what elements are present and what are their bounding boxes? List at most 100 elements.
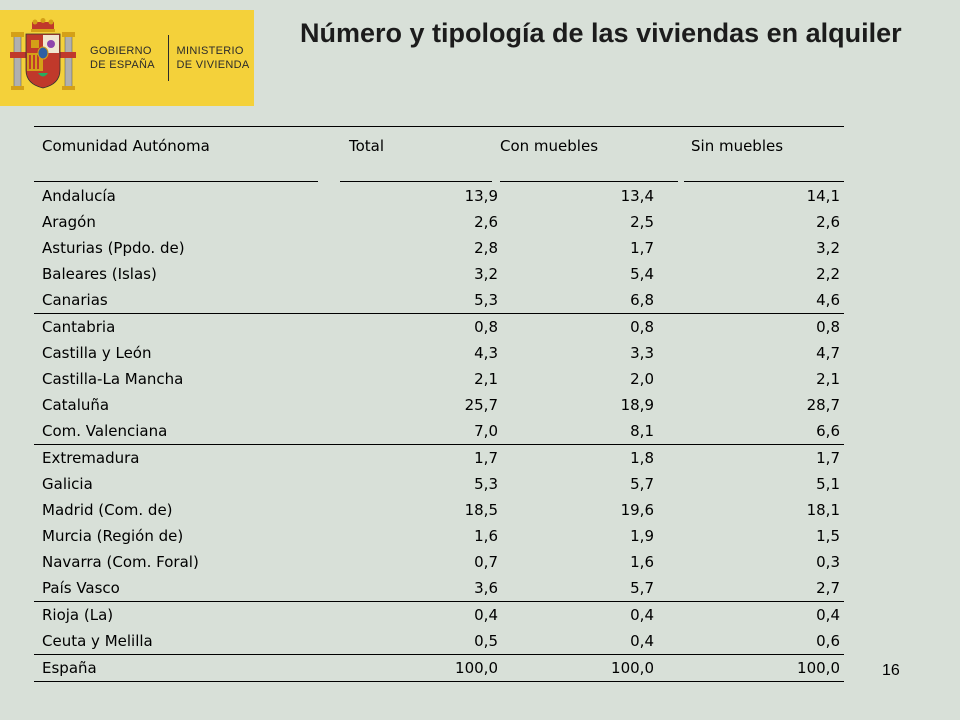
cell-sin-muebles: 1,5 (816, 527, 840, 545)
cell-total: 5,3 (474, 291, 498, 309)
cell-total: 18,5 (464, 501, 498, 519)
cell-comunidad: Aragón (42, 213, 96, 231)
table-row: Canarias 5,3 6,8 4,6 (34, 287, 844, 313)
cell-con-muebles: 5,7 (630, 579, 654, 597)
cell-con-muebles: 13,4 (620, 187, 654, 205)
cell-comunidad: Cataluña (42, 396, 110, 414)
cell-con-muebles: 1,6 (630, 553, 654, 571)
cell-con-muebles: 1,7 (630, 239, 654, 257)
header-rule-2 (340, 181, 492, 182)
cell-sin-muebles: 14,1 (806, 187, 840, 205)
cell-total: 2,8 (474, 239, 498, 257)
cell-total: 13,9 (464, 187, 498, 205)
table-bottom-rule (34, 681, 844, 682)
cell-con-muebles: 0,4 (630, 606, 654, 624)
cell-total: 7,0 (474, 422, 498, 440)
cell-con-muebles: 100,0 (611, 659, 654, 677)
cell-total: 4,3 (474, 344, 498, 362)
table-row: Aragón 2,6 2,5 2,6 (34, 209, 844, 235)
cell-sin-muebles: 0,4 (816, 606, 840, 624)
cell-comunidad: Andalucía (42, 187, 116, 205)
header-sin-muebles: Sin muebles (691, 137, 784, 155)
cell-con-muebles: 19,6 (620, 501, 654, 519)
cell-sin-muebles: 0,6 (816, 632, 840, 650)
table-row: Asturias (Ppdo. de) 2,8 1,7 3,2 (34, 235, 844, 261)
cell-total: 2,6 (474, 213, 498, 231)
ministerio-line1: MINISTERIO (176, 45, 244, 57)
table-row: Galicia 5,3 5,7 5,1 (34, 471, 844, 497)
cell-comunidad: Galicia (42, 475, 93, 493)
cell-total: 5,3 (474, 475, 498, 493)
cell-con-muebles: 1,8 (630, 449, 654, 467)
cell-con-muebles: 5,4 (630, 265, 654, 283)
cell-sin-muebles: 4,7 (816, 344, 840, 362)
header-rule-1 (34, 181, 318, 182)
cell-sin-muebles: 2,1 (816, 370, 840, 388)
group-separator (34, 444, 844, 445)
cell-comunidad: Navarra (Com. Foral) (42, 553, 199, 571)
gobierno-line1: GOBIERNO (90, 45, 152, 57)
ministerio-line2: DE VIVIENDA (176, 59, 250, 71)
group-separator (34, 313, 844, 314)
cell-sin-muebles: 4,6 (816, 291, 840, 309)
header-comunidad: Comunidad Autónoma (42, 137, 210, 155)
cell-total: 0,5 (474, 632, 498, 650)
page-title: Número y tipología de las viviendas en a… (300, 18, 902, 48)
table-row: Cataluña 25,7 18,9 28,7 (34, 392, 844, 418)
cell-total: 100,0 (455, 659, 498, 677)
cell-sin-muebles: 2,7 (816, 579, 840, 597)
table-row: Andalucía 13,9 13,4 14,1 (34, 183, 844, 209)
cell-comunidad: Cantabria (42, 318, 116, 336)
table-row: Madrid (Com. de) 18,5 19,6 18,1 (34, 497, 844, 523)
cell-con-muebles: 5,7 (630, 475, 654, 493)
table-row: Navarra (Com. Foral) 0,7 1,6 0,3 (34, 549, 844, 575)
header-con-muebles: Con muebles (500, 137, 599, 155)
cell-sin-muebles: 28,7 (806, 396, 840, 414)
coat-of-arms-icon (8, 18, 78, 98)
cell-total: 3,6 (474, 579, 498, 597)
cell-con-muebles: 0,8 (630, 318, 654, 336)
data-table: Comunidad Autónoma Total Con muebles Sin… (34, 126, 844, 682)
cell-comunidad: Com. Valenciana (42, 422, 168, 440)
table-row: Castilla-La Mancha 2,1 2,0 2,1 (34, 366, 844, 392)
cell-sin-muebles: 2,6 (816, 213, 840, 231)
header-total: Total (349, 137, 385, 155)
cell-total: 0,7 (474, 553, 498, 571)
cell-comunidad: España (42, 659, 97, 677)
table-row: España 100,0 100,0 100,0 (34, 655, 844, 681)
cell-con-muebles: 2,0 (630, 370, 654, 388)
cell-sin-muebles: 2,2 (816, 265, 840, 283)
cell-comunidad: País Vasco (42, 579, 120, 597)
table-row: Com. Valenciana 7,0 8,1 6,6 (34, 418, 844, 444)
cell-comunidad: Castilla y León (42, 344, 152, 362)
cell-total: 25,7 (464, 396, 498, 414)
cell-sin-muebles: 0,3 (816, 553, 840, 571)
cell-con-muebles: 8,1 (630, 422, 654, 440)
cell-comunidad: Extremadura (42, 449, 140, 467)
cell-comunidad: Asturias (Ppdo. de) (42, 239, 185, 257)
cell-total: 1,6 (474, 527, 498, 545)
cell-comunidad: Murcia (Región de) (42, 527, 184, 545)
gobierno-label: GOBIERNO DE ESPAÑA (90, 44, 164, 72)
table-row: Ceuta y Melilla 0,5 0,4 0,6 (34, 628, 844, 654)
cell-total: 1,7 (474, 449, 498, 467)
table-row: País Vasco 3,6 5,7 2,7 (34, 575, 844, 601)
cell-comunidad: Ceuta y Melilla (42, 632, 153, 650)
cell-con-muebles: 18,9 (620, 396, 654, 414)
cell-con-muebles: 0,4 (630, 632, 654, 650)
cell-total: 2,1 (474, 370, 498, 388)
cell-sin-muebles: 6,6 (816, 422, 840, 440)
table-body: Andalucía 13,9 13,4 14,1 Aragón 2,6 2,5 2,6 Astu… (34, 183, 844, 682)
cell-comunidad: Rioja (La) (42, 606, 114, 624)
cell-comunidad: Baleares (Islas) (42, 265, 157, 283)
table-row: Murcia (Región de) 1,6 1,9 1,5 (34, 523, 844, 549)
cell-sin-muebles: 0,8 (816, 318, 840, 336)
cell-con-muebles: 1,9 (630, 527, 654, 545)
cell-con-muebles: 2,5 (630, 213, 654, 231)
cell-comunidad: Madrid (Com. de) (42, 501, 173, 519)
cell-con-muebles: 6,8 (630, 291, 654, 309)
header-rule-4 (684, 181, 844, 182)
cell-sin-muebles: 18,1 (806, 501, 840, 519)
cell-con-muebles: 3,3 (630, 344, 654, 362)
cell-comunidad: Castilla-La Mancha (42, 370, 184, 388)
